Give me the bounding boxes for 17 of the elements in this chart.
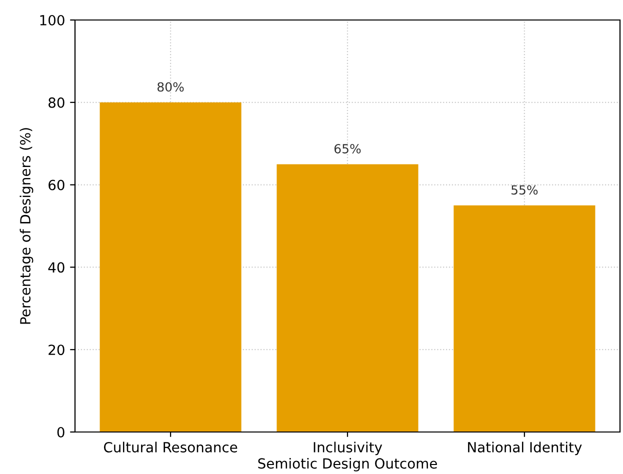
x-tick-label: Cultural Resonance (104, 442, 238, 452)
bar (276, 164, 418, 432)
data-label: 80% (158, 82, 184, 92)
x-tick-label: Inclusivity (314, 442, 382, 456)
y-tick-label: 60 (48, 180, 64, 190)
bar (100, 102, 242, 432)
x-axis-title: Semiotic Design Outcome (258, 458, 437, 472)
data-label: 55% (512, 185, 538, 195)
y-tick-label: 100 (40, 14, 64, 26)
y-tick-label: 40 (48, 262, 64, 273)
y-tick-label: 0 (57, 426, 64, 438)
data-label: 65% (334, 144, 361, 154)
bar (454, 205, 596, 432)
y-tick-label: 80 (48, 97, 64, 108)
y-axis-title: Percentage of Designers (%) (20, 128, 34, 324)
x-tick-label: National Identity (468, 442, 582, 456)
y-tick-label: 20 (48, 344, 64, 356)
